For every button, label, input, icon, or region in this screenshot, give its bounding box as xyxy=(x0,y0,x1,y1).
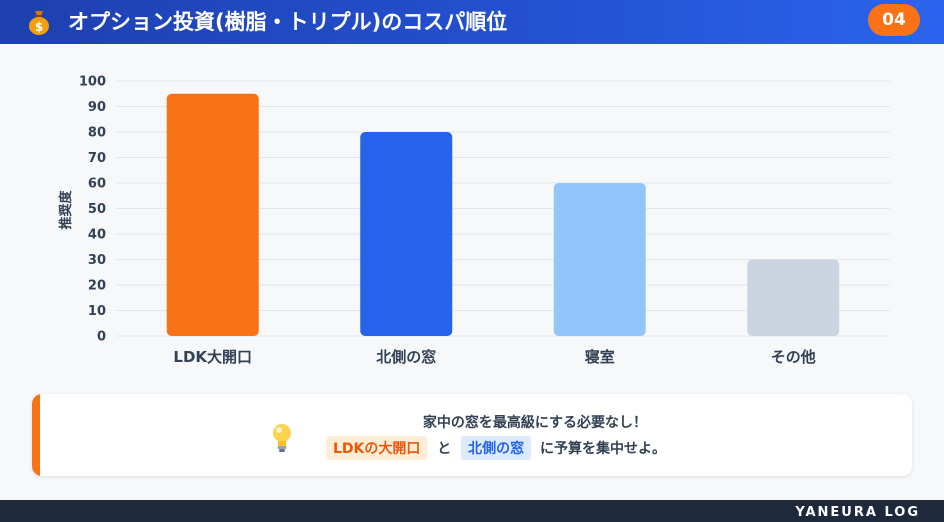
recommendation-bar-chart: 0 10 20 30 40 50 60 70 80 90 100 LDK大開口 北側の窓 寝室 その他 推… xyxy=(58,75,890,366)
y-axis-label: 推奨度 xyxy=(58,190,74,230)
bar-3 xyxy=(553,183,646,336)
header-bar: $ オプション投資(樹脂・トリプル)のコスパ順位 04 xyxy=(0,0,944,44)
bar-2 xyxy=(360,132,453,336)
brand-logo-text: YANEURA LOG xyxy=(795,505,920,520)
y-tick-label: 80 xyxy=(88,126,106,141)
y-tick-label: 90 xyxy=(88,100,106,115)
highlight-ldk: LDKの大開口 xyxy=(326,436,428,460)
page-number-badge: 04 xyxy=(868,4,920,36)
x-category-label: その他 xyxy=(771,348,816,366)
highlight-north-window: 北側の窓 xyxy=(461,436,532,460)
lightbulb-icon xyxy=(273,424,291,452)
money-bag-icon: $ xyxy=(29,11,49,35)
y-tick-label: 40 xyxy=(88,228,106,243)
bar-1 xyxy=(166,93,259,336)
svg-text:$: $ xyxy=(35,20,43,34)
tip-callout: 家中の窓を最高級にする必要なし！ LDKの大開口 と 北側の窓 に予算を集中せよ… xyxy=(32,394,912,476)
y-tick-label: 0 xyxy=(97,330,106,345)
y-tick-label: 60 xyxy=(88,177,106,192)
x-category-label: LDK大開口 xyxy=(173,348,252,366)
y-tick-label: 50 xyxy=(88,202,106,217)
page-title: オプション投資(樹脂・トリプル)のコスパ順位 xyxy=(68,10,508,34)
y-tick-label: 30 xyxy=(88,253,106,268)
tip-line-1: 家中の窓を最高級にする必要なし！ xyxy=(422,415,648,431)
x-category-label: 寝室 xyxy=(585,348,615,366)
footer-bar: YANEURA LOG xyxy=(0,500,944,522)
x-category-label: 北側の窓 xyxy=(376,348,436,366)
tip-connector: と xyxy=(437,441,452,457)
y-tick-label: 100 xyxy=(79,75,106,90)
tip-line-2: LDKの大開口 と 北側の窓 に予算を集中せよ。 xyxy=(326,436,666,460)
tip-suffix: に予算を集中せよ。 xyxy=(540,441,667,457)
y-tick-label: 10 xyxy=(88,304,106,319)
y-tick-label: 20 xyxy=(88,279,106,294)
callout-accent-bar xyxy=(32,394,40,476)
bar-4 xyxy=(747,259,840,336)
y-tick-label: 70 xyxy=(88,151,106,166)
